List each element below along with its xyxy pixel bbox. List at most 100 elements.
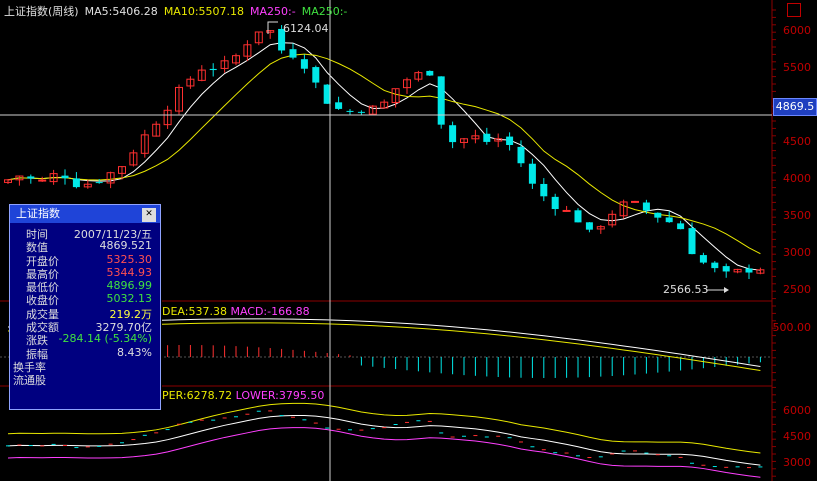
candle-body <box>72 178 80 188</box>
candle-body <box>346 110 354 112</box>
price-axis-label: 3500 <box>783 209 811 222</box>
boll-pane-header: PER:6278.72 LOWER:3795.50 <box>162 389 324 402</box>
boll-mid-line <box>7 414 761 466</box>
price-axis-label: 3000 <box>783 246 811 259</box>
dea-label: DEA:537.38 <box>162 305 227 318</box>
candle-body <box>163 109 172 126</box>
popup-row-label: 振幅 <box>26 347 48 361</box>
candle-body <box>642 202 650 211</box>
candle-body <box>437 76 445 125</box>
candle-body <box>654 212 662 218</box>
popup-row: 振幅 8.43% <box>10 346 160 361</box>
candle-body <box>368 105 377 115</box>
popup-row-value: 5032.13 <box>106 292 153 306</box>
index-name: 上证指数(周线) <box>4 5 79 18</box>
candle-body <box>118 166 126 174</box>
popup-row-label: 涨跌 <box>26 334 48 348</box>
boll-axis-label: 3000 <box>783 456 811 469</box>
candle-body <box>38 179 47 182</box>
popup-row-label: 流通股 <box>13 374 46 388</box>
candle-body <box>83 183 92 188</box>
candle-body <box>289 49 297 58</box>
candle-body <box>140 134 149 154</box>
candle-body <box>631 200 639 203</box>
price-axis-label: 5500 <box>783 61 811 74</box>
popup-row: 最低价 4896.99 <box>10 279 160 294</box>
candle-body <box>152 123 161 137</box>
boll-upper-label: PER:6278.72 <box>162 389 233 402</box>
boll-axis-label: 6000 <box>783 404 811 417</box>
candle-body <box>619 201 628 217</box>
candle-body <box>357 111 365 113</box>
popup-row-value: 4896.99 <box>106 279 153 293</box>
popup-row: 成交额 3279.70亿 <box>10 319 160 335</box>
candle-body <box>585 222 593 230</box>
candle-body <box>414 72 423 80</box>
popup-row: 开盘价 5325.30 <box>10 252 160 268</box>
candle-body <box>254 31 263 44</box>
candle-body <box>608 213 617 226</box>
macd-axis-label: 500.00 <box>772 321 812 334</box>
ma250-label-1: MA250:- <box>250 5 296 18</box>
ma10-line <box>7 53 761 255</box>
candle-body <box>562 209 571 212</box>
candle-body <box>460 138 468 143</box>
candle-body <box>175 86 183 112</box>
candle-body <box>380 101 389 109</box>
popup-row-value: 219.2万 <box>109 307 153 321</box>
maximize-button[interactable] <box>787 3 801 17</box>
main-pane-header: 上证指数(周线) MA5:5406.28 MA10:5507.18 MA250:- MA… <box>4 3 353 19</box>
candle-body <box>551 196 559 210</box>
price-axis-label: 2500 <box>783 283 811 296</box>
price-axis-label: 4000 <box>783 172 811 185</box>
candle-body <box>471 135 480 140</box>
popup-row-value: 3279.70亿 <box>95 321 153 335</box>
candle-body <box>733 268 742 273</box>
candle-body <box>197 69 206 81</box>
boll-upper-line <box>7 402 761 454</box>
candle-body <box>323 84 331 104</box>
high-annotation: 6124.04 <box>283 22 329 35</box>
candle-body <box>266 30 275 33</box>
macd-label: MACD:-166.88 <box>230 305 310 318</box>
candle-body <box>49 173 58 183</box>
price-axis-label: 4500 <box>783 135 811 148</box>
popup-row-value: 5344.93 <box>106 265 153 279</box>
popup-row-value: -284.14 (-5.34%) <box>58 332 152 346</box>
candle-body <box>312 67 320 83</box>
candle-body <box>335 102 343 109</box>
data-popup-window[interactable]: 上证指数 ✕ 时间 2007/11/23/五 数值 4869.521 开盘价 5325.3… <box>9 204 161 410</box>
candle-body <box>688 228 696 255</box>
candle-body <box>426 70 434 76</box>
candle-body <box>391 88 400 104</box>
popup-title-bar[interactable]: 上证指数 ✕ <box>10 205 160 223</box>
candle-body <box>300 59 308 69</box>
candle-body <box>506 136 514 146</box>
candle-body <box>15 175 24 181</box>
popup-row: 涨跌 -284.14 (-5.34%) <box>10 332 160 348</box>
popup-row-label: 时间 <box>26 228 48 241</box>
popup-row-label: 换手率 <box>13 360 46 374</box>
popup-row-value: 5325.30 <box>106 252 153 266</box>
close-icon[interactable]: ✕ <box>142 208 156 222</box>
candle-body <box>27 176 35 179</box>
popup-row-value: 2007/11/23/五 <box>73 228 152 241</box>
candle-body <box>95 182 103 184</box>
candle-body <box>665 217 673 223</box>
candle-body <box>106 172 115 184</box>
ma10-label: MA10:5507.18 <box>163 5 245 18</box>
popup-row: 换手率 <box>10 359 160 374</box>
high-arrow <box>267 21 278 34</box>
popup-row-label: 成交额 <box>26 321 59 335</box>
popup-row: 收盘价 5032.13 <box>10 292 160 307</box>
candle-body <box>129 152 138 166</box>
candle-body <box>722 266 730 272</box>
popup-row: 数值 4869.521 <box>10 239 160 254</box>
candle-body <box>4 179 12 183</box>
ma250-label-2: MA250:- <box>301 5 348 18</box>
popup-row-label: 最高价 <box>26 267 59 281</box>
popup-title: 上证指数 <box>16 207 60 220</box>
candle-body <box>186 78 195 87</box>
candle-body <box>540 183 548 197</box>
boll-lower-line <box>7 427 761 478</box>
